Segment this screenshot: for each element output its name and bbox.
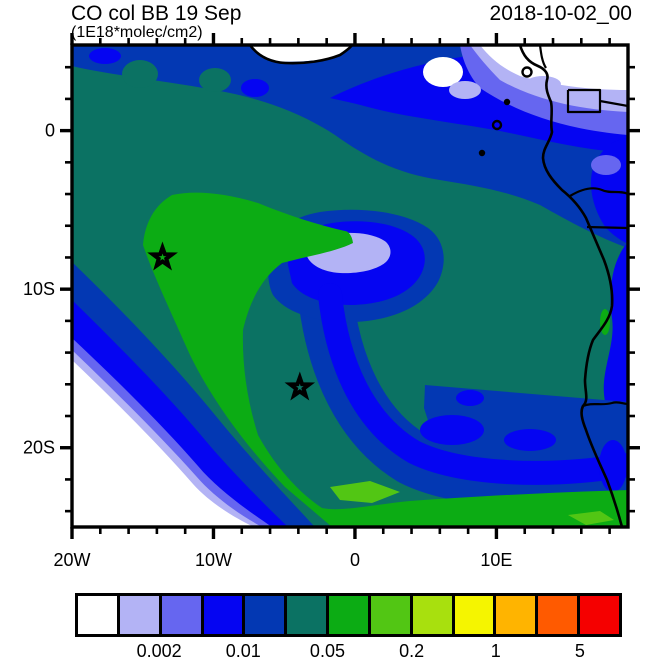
colorbar-cell [496,596,539,634]
colorbar-cell [245,596,288,634]
colorbar-cell [78,596,120,634]
svg-text:20S: 20S [23,438,55,458]
y-axis-labels: 0 10S 20S [23,121,55,458]
map-plot: 20W 10W 0 10E 0 10S 20S [23,33,640,570]
svg-text:0: 0 [45,121,55,141]
svg-text:10E: 10E [480,550,512,570]
colorbar [75,593,622,637]
coastline [248,45,624,527]
colorbar-cell [412,596,455,634]
colorbar-cell [287,596,330,634]
axis-ticks [60,33,640,539]
svg-text:0: 0 [350,550,360,570]
country-borders [538,45,628,408]
contour-field [72,45,628,527]
colorbar-cell [454,596,497,634]
colorbar-cell [370,596,413,634]
svg-text:20W: 20W [53,550,90,570]
star-markers [147,241,316,401]
colorbar-cell [329,596,371,634]
colorbar-tick-label: 5 [574,641,585,661]
colorbar-cell [119,596,162,634]
svg-text:10W: 10W [195,550,232,570]
plot-title: CO col BB 19 Sep [71,2,242,25]
units-label: (1E18*molec/cm2) [71,24,203,41]
colorbar-labels: 0.002 0.01 0.05 0.2 1 5 [75,641,622,663]
colorbar-tick-label: 0.01 [225,641,261,661]
map-frame [70,43,630,529]
island-markers [478,66,533,157]
x-axis-labels: 20W 10W 0 10E [53,550,512,570]
colorbar-tick-label: 0.002 [136,641,182,661]
svg-text:10S: 10S [23,279,55,299]
plot-timestamp: 2018-10-02_00 [489,2,632,25]
colorbar-cell [538,596,581,634]
colorbar-cell [203,596,246,634]
colorbar-tick-label: 0.05 [309,641,345,661]
colorbar-tick-label: 1 [490,641,501,661]
colorbar-cell [161,596,204,634]
colorbar-tick-label: 0.2 [399,641,425,661]
colorbar-cell [580,596,619,634]
